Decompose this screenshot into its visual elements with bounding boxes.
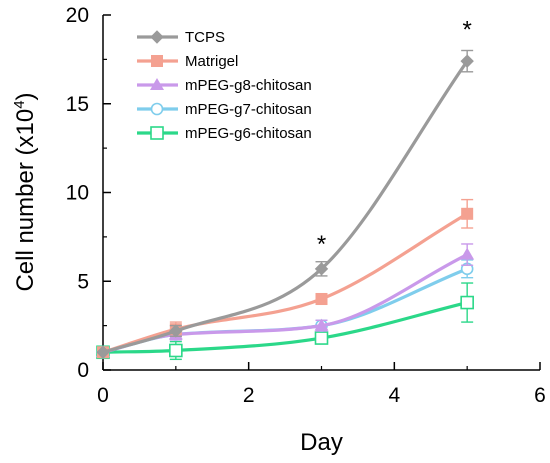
- y-axis-label-main: Cell number (x10: [12, 109, 39, 292]
- data-point: [96, 345, 110, 359]
- series-line: [101, 300, 469, 354]
- legend-label: mPEG-g8-chitosan: [185, 77, 312, 94]
- data-point: [314, 331, 329, 345]
- data-point: [169, 324, 183, 338]
- legend-label: mPEG-g6-chitosan: [185, 125, 312, 142]
- series-mPEG-g8-chitosan: [96, 243, 475, 358]
- data-point: [315, 293, 328, 305]
- y-tick-label: 5: [77, 270, 89, 293]
- series-Matrigel: [97, 198, 474, 359]
- y-axis-label-close: ): [12, 92, 39, 100]
- significance-marker: *: [462, 16, 471, 43]
- y-tick-label: 0: [77, 359, 89, 382]
- legend-marker: [150, 78, 164, 90]
- plot-frame: [102, 15, 540, 371]
- series-line: [101, 212, 469, 354]
- legend: TCPS Matrigel mPEG-g8-chitosan mPEG-g7-chit…: [137, 29, 312, 142]
- x-tick-label: 6: [534, 384, 546, 407]
- x-tick-label: 4: [388, 384, 400, 407]
- x-tick-label: 0: [97, 384, 109, 407]
- data-point: [314, 318, 329, 331]
- series-TCPS: [96, 49, 474, 359]
- data-point: [460, 54, 474, 68]
- legend-marker: [150, 126, 164, 140]
- y-tick-label: 15: [66, 93, 89, 116]
- x-axis-label: Day: [300, 429, 343, 456]
- data-point: [460, 295, 474, 310]
- x-axis-ticks: 0 2 4 6: [97, 362, 546, 407]
- significance-marker: *: [317, 231, 326, 258]
- x-tick-label: 2: [243, 384, 255, 407]
- legend-marker: [151, 55, 163, 67]
- series-line: [101, 59, 469, 354]
- annotation-layer: **: [317, 16, 472, 258]
- data-point: [461, 207, 474, 220]
- y-axis-ticks: 0 5 10 15 20: [66, 4, 111, 382]
- data-point: [169, 343, 183, 358]
- legend-label: mPEG-g7-chitosan: [185, 101, 312, 118]
- legend-label: TCPS: [185, 29, 225, 46]
- data-point: [314, 262, 329, 276]
- legend-label: Matrigel: [185, 53, 238, 70]
- y-tick-label: 20: [66, 4, 89, 27]
- legend-marker: [150, 30, 164, 44]
- data-point: [460, 247, 475, 260]
- legend-marker: [150, 102, 164, 116]
- y-axis-label: Cell number (x104): [11, 92, 39, 291]
- y-tick-label: 10: [66, 182, 89, 205]
- series-layer: [96, 49, 475, 361]
- y-axis-label-superscript: 4: [11, 100, 28, 108]
